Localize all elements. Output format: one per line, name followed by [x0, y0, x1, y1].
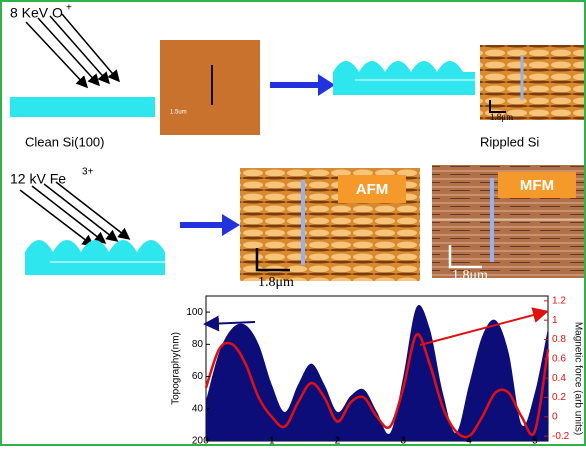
- scale-label: 1.5um: [170, 110, 187, 116]
- x-tick-label: 0: [203, 436, 209, 446]
- x-tick-label: 2: [335, 436, 341, 446]
- y2-tick-label: 0.4: [552, 373, 566, 384]
- y2-axis-label: Magnetic force (arb units): [572, 322, 583, 435]
- x-tick-label: 3: [401, 436, 407, 446]
- y-axis-label: Topography(nm): [171, 332, 182, 405]
- image-label: MFM: [520, 177, 554, 194]
- y-tick-label: 100: [186, 307, 203, 318]
- y2-tick-label: 0: [552, 411, 558, 422]
- rippled-substrate: [333, 61, 475, 95]
- caption: Rippled Si: [480, 134, 539, 149]
- y-tick-label: 40: [192, 403, 204, 414]
- y2-tick-label: 0.2: [552, 392, 566, 403]
- beam-sup: 3+: [82, 167, 94, 178]
- afm-image: [480, 45, 584, 120]
- image-label: AFM: [356, 181, 389, 198]
- y2-tick-label: 1.2: [552, 295, 566, 306]
- beam-sup: +: [66, 3, 72, 14]
- afm-image: [160, 40, 260, 135]
- y-tick-label: 60: [192, 371, 204, 382]
- x-tick-label: 4: [466, 436, 472, 446]
- x-tick-label: 5: [532, 436, 538, 446]
- y2-tick-label: 0.8: [552, 334, 566, 345]
- chart: 20 40 60 80 100 -0.2 0 0.2 0.4 0.6 0.8 1 1.2 0 1 2 3 4 5 To…: [171, 295, 584, 446]
- x-tick-label: 1: [269, 436, 275, 446]
- si-substrate: [10, 97, 155, 117]
- caption: Clean Si(100): [25, 134, 105, 149]
- scale-label: 1.8μm: [452, 268, 488, 283]
- y2-tick-label: -0.2: [552, 431, 570, 442]
- y-tick-label: 80: [192, 339, 204, 350]
- scale-label: 1.8μm: [258, 275, 294, 290]
- rippled-substrate: [25, 240, 165, 275]
- scale-label: 1.8μm: [490, 112, 513, 122]
- y2-tick-label: 1: [552, 315, 558, 326]
- beam-label: 8 KeV O: [10, 5, 63, 21]
- y-tick-label: 20: [192, 436, 204, 446]
- y2-tick-label: 0.6: [552, 353, 566, 364]
- figure: 8 KeV O + 1.5um 1.8μm Clean Si(100) Ripp…: [0, 0, 586, 446]
